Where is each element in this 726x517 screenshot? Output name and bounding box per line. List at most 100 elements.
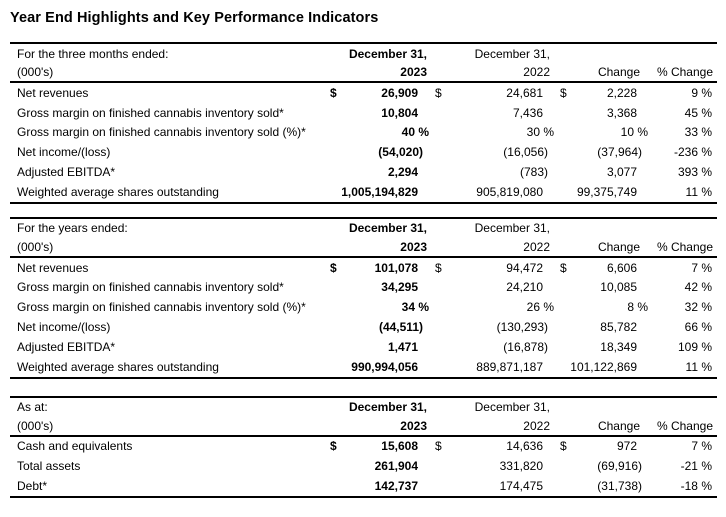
cell-text: 24,681 (506, 85, 543, 100)
spacer-cell (571, 44, 641, 63)
value-2022: 24,681 (452, 83, 550, 103)
cell-text: 26 % (526, 300, 554, 315)
header-row-columns: (000's) 2023 2022 Change % Change (10, 417, 717, 435)
value-pct-change: 32 % (641, 297, 713, 317)
currency-symbol: $ (330, 437, 345, 457)
currency-symbol (550, 182, 571, 202)
cell-text: 2022 (523, 418, 550, 433)
row-label: Total assets (10, 456, 330, 476)
cell-text: (000's) (17, 418, 54, 433)
row-label: Net revenues (10, 258, 330, 278)
value-2023: 990,994,056 (345, 357, 427, 377)
cell-text: December 31, (474, 400, 550, 415)
value-2022: (16,878) (452, 337, 550, 357)
cell-text: 14,636 (506, 439, 543, 454)
currency-symbol: $ (550, 437, 571, 457)
cell-text: (783) (519, 165, 548, 180)
cell-text: 2,294 (387, 165, 418, 180)
value-change: 99,375,749 (571, 182, 641, 202)
value-2023: 26,909 (345, 83, 427, 103)
spacer-cell (427, 238, 452, 256)
cell-text: 11 % (685, 359, 712, 374)
year-header-2023: 2023 (345, 417, 427, 435)
cell-text: 32 % (684, 300, 712, 315)
value-2023: 142,737 (345, 476, 427, 496)
spacer-cell (330, 63, 345, 81)
cell-text: (130,293) (496, 320, 548, 335)
date-header-2023: December 31, (345, 44, 427, 63)
cell-text: $ (435, 439, 442, 454)
cell-text: 3,368 (606, 105, 637, 120)
cell-text: Adjusted EBITDA* (17, 339, 116, 354)
cell-text: 174,475 (499, 479, 543, 494)
currency-symbol (330, 456, 345, 476)
row-label: Debt* (10, 476, 330, 496)
currency-symbol (550, 142, 571, 162)
currency-symbol: $ (427, 258, 452, 278)
cell-text: 24,210 (506, 280, 543, 295)
spacer-cell (550, 417, 571, 435)
cell-text: $ (435, 85, 442, 100)
currency-symbol (330, 297, 345, 317)
value-2022: (130,293) (452, 317, 550, 337)
table-row: Weighted average shares outstanding 1,00… (10, 182, 717, 202)
value-2023: 261,904 (345, 456, 427, 476)
table-row: Weighted average shares outstanding 990,… (10, 357, 717, 377)
cell-text: 9 % (691, 85, 712, 100)
cell-text: 2022 (523, 65, 550, 79)
currency-symbol: $ (550, 258, 571, 278)
value-change: 3,368 (571, 103, 641, 123)
value-change: 10,085 (571, 278, 641, 298)
value-change: 972 (571, 437, 641, 457)
cell-text: For the years ended: (17, 221, 128, 236)
currency-symbol (427, 123, 452, 143)
value-2022: (783) (452, 162, 550, 182)
cell-text: Gross margin on finished cannabis invent… (17, 300, 306, 315)
spacer-cell (427, 417, 452, 435)
cell-text: 2,228 (606, 85, 637, 100)
units-label: (000's) (10, 238, 330, 256)
value-change: 2,228 (571, 83, 641, 103)
date-header-2023: December 31, (345, 398, 427, 417)
currency-symbol (550, 103, 571, 123)
cell-text: 393 % (677, 165, 712, 180)
row-label: Weighted average shares outstanding (10, 357, 330, 377)
year-header-2022: 2022 (452, 417, 550, 435)
value-2022: 174,475 (452, 476, 550, 496)
spacer-cell (330, 238, 345, 256)
currency-symbol: $ (550, 83, 571, 103)
currency-symbol (427, 357, 452, 377)
spacer-cell (550, 238, 571, 256)
spacer-cell (550, 219, 571, 238)
cell-text: (31,738) (597, 479, 642, 494)
value-change: 18,349 (571, 337, 641, 357)
currency-symbol (550, 357, 571, 377)
cell-text: (69,916) (597, 459, 642, 474)
years-table: For the years ended: December 31, Decemb… (10, 216, 717, 379)
table-header: As at: December 31, December 31, (000's)… (10, 398, 717, 437)
cell-text: 85,782 (600, 320, 637, 335)
row-label: Net revenues (10, 83, 330, 103)
spacer-cell (427, 398, 452, 417)
table-header: For the three months ended: December 31,… (10, 44, 717, 83)
row-label: Gross margin on finished cannabis invent… (10, 123, 330, 143)
cell-text: $ (560, 260, 567, 275)
spacer-cell (550, 398, 571, 417)
value-2023: 10,804 (345, 103, 427, 123)
cell-text: 1,471 (387, 339, 418, 354)
value-2022: 889,871,187 (452, 357, 550, 377)
value-2023: 2,294 (345, 162, 427, 182)
value-2023: 1,471 (345, 337, 427, 357)
cell-text: 7 % (691, 439, 712, 454)
currency-symbol (427, 142, 452, 162)
spacer-cell (330, 44, 345, 63)
cell-text: For the three months ended: (17, 46, 169, 61)
currency-symbol (427, 103, 452, 123)
value-2023: 40 % (345, 123, 429, 143)
cell-text: -18 % (680, 479, 712, 494)
cell-text: $ (330, 85, 337, 100)
as-at-table: As at: December 31, December 31, (000's)… (10, 395, 717, 498)
currency-symbol (550, 476, 571, 496)
section-period-label: For the years ended: (10, 219, 330, 238)
currency-symbol (330, 142, 345, 162)
